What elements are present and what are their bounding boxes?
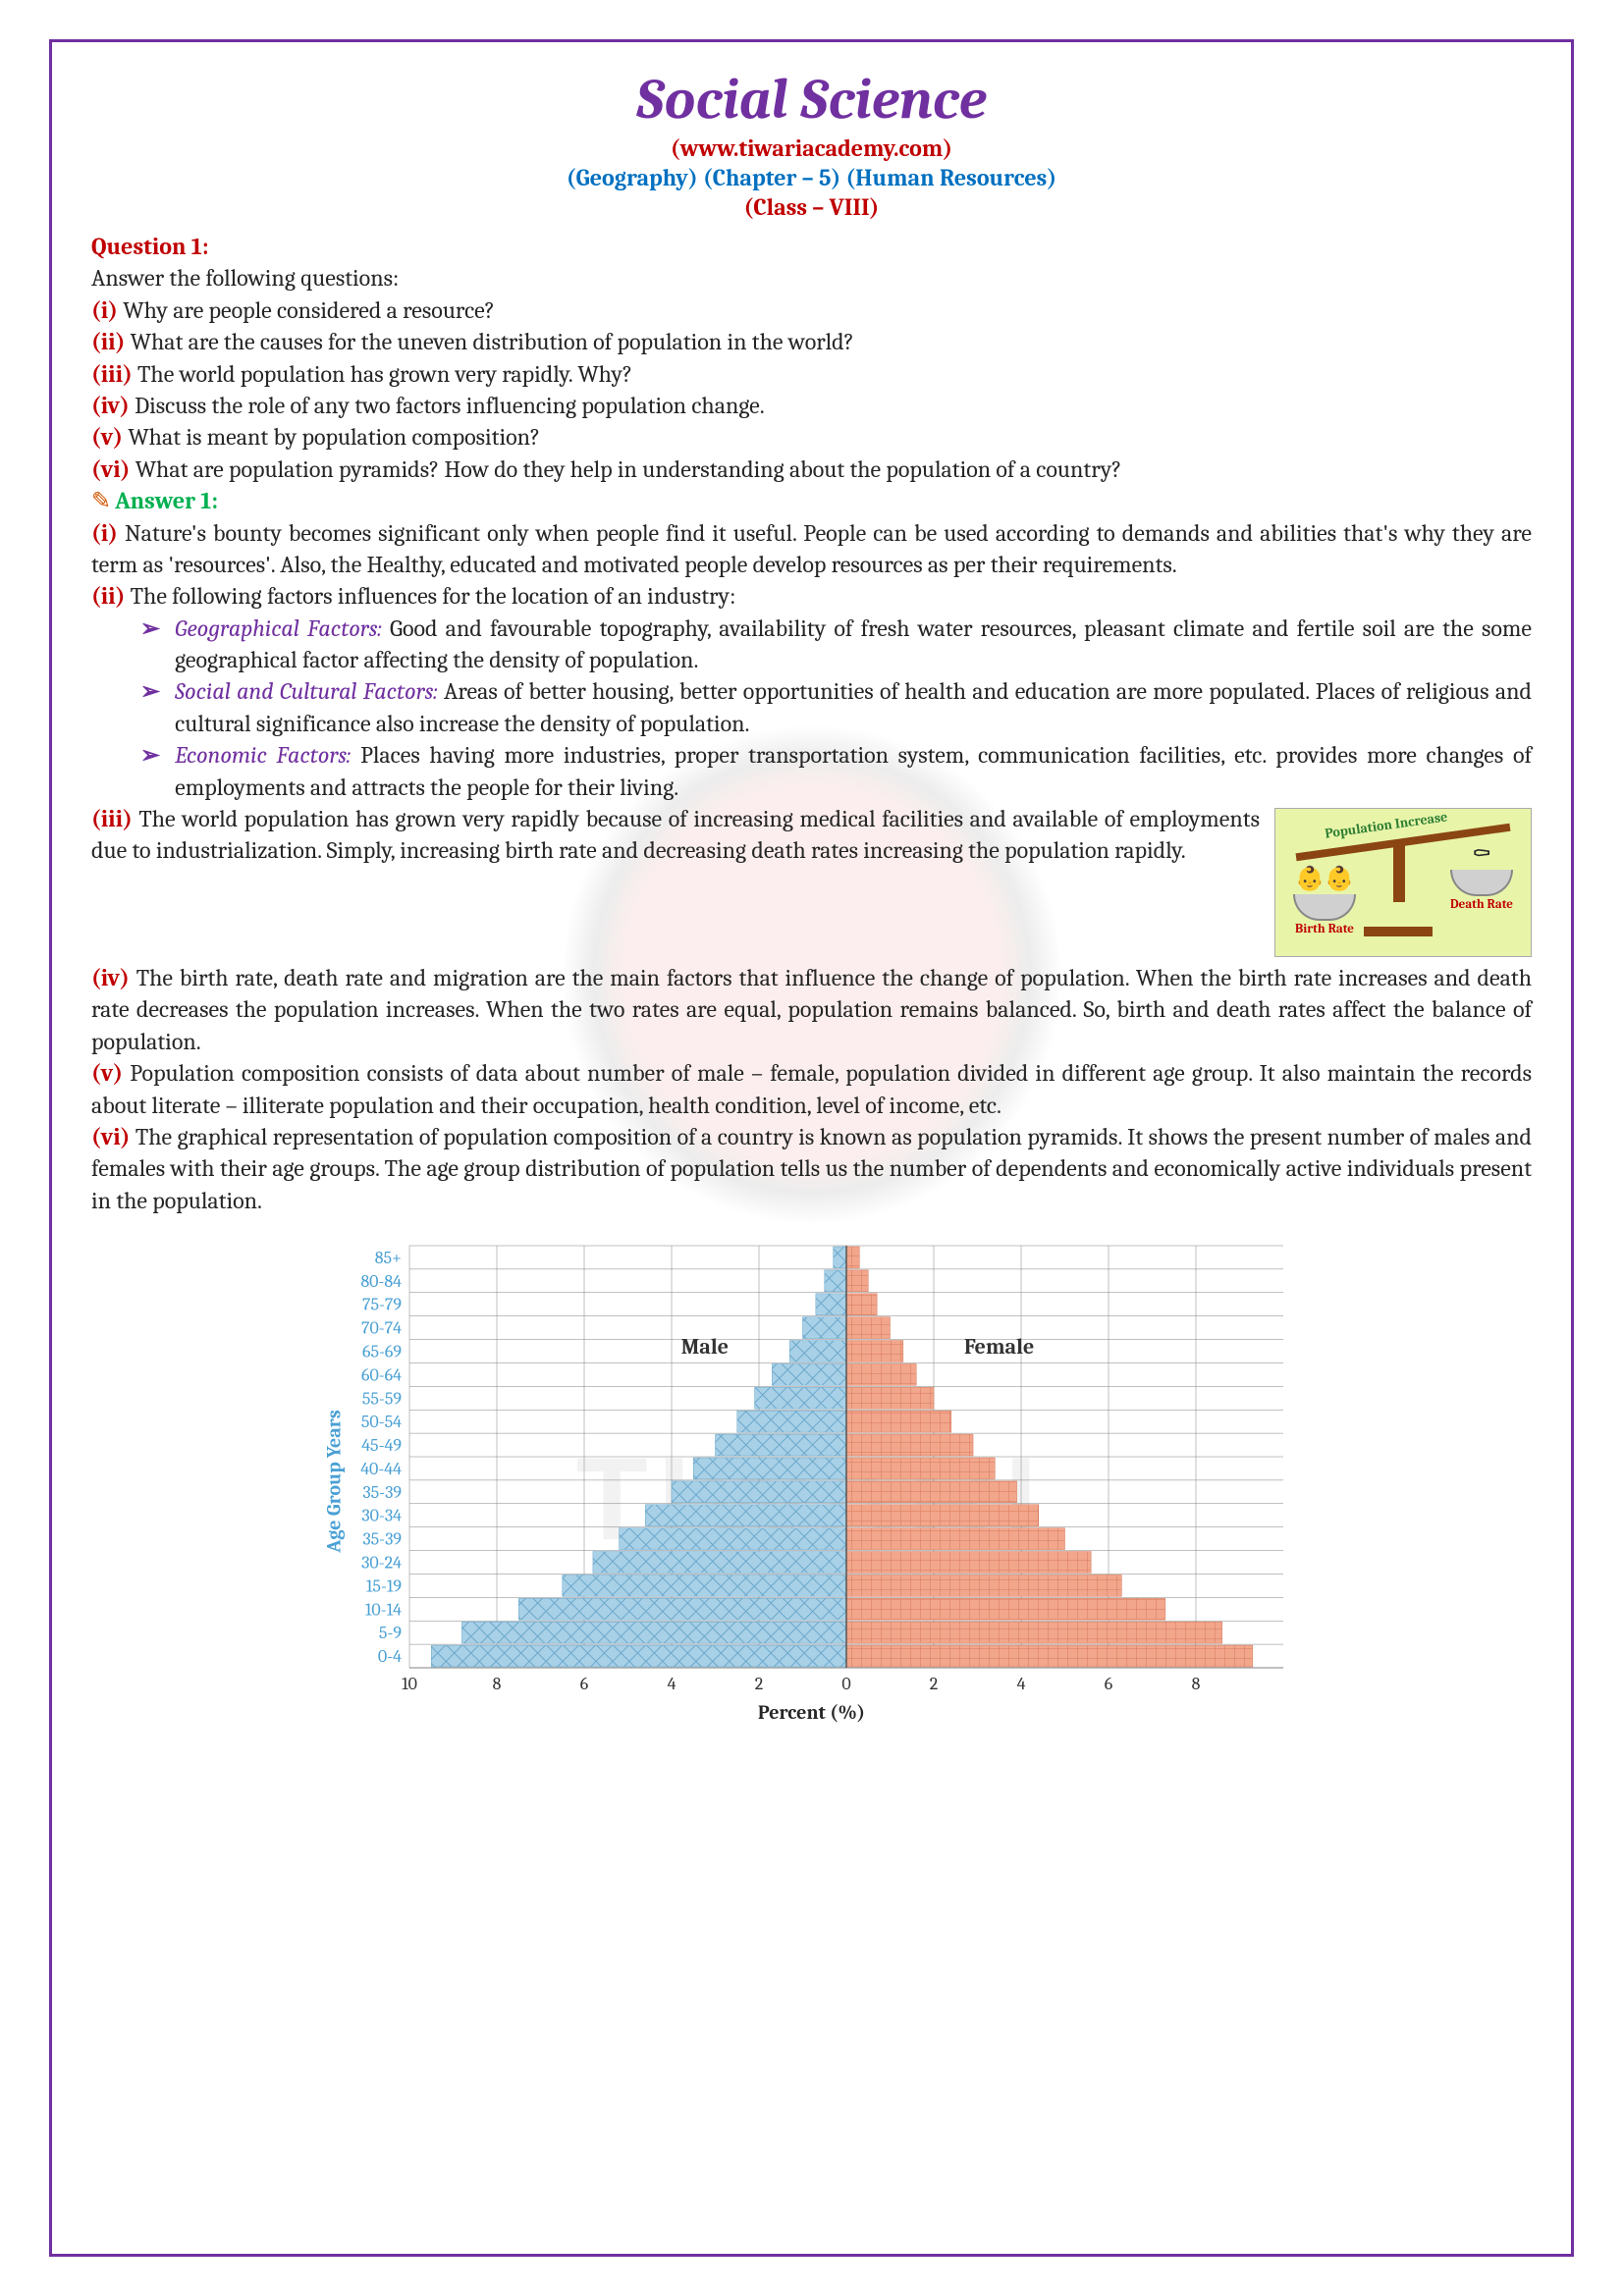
svg-text:60-64: 60-64 [360,1365,401,1386]
arrow-icon: ➢ [140,675,160,739]
question-head: Question 1: [91,231,1532,262]
arrow-icon: ➢ [140,739,160,803]
svg-text:6: 6 [1104,1674,1112,1694]
svg-text:2: 2 [754,1674,763,1694]
q-v: (v) What is meant by population composit… [91,421,1532,453]
svg-text:15-19: 15-19 [365,1576,402,1597]
q-iv: (iv) Discuss the role of any two factors… [91,390,1532,421]
bullet-geo: ➢ Geographical Factors: Good and favoura… [140,613,1532,676]
answer-head: ✎Answer 1: [91,485,1532,516]
balance-pivot [1393,843,1405,902]
svg-text:45-49: 45-49 [361,1435,402,1456]
svg-text:4: 4 [667,1674,676,1694]
pyramid-ylabel: Age Group Years [320,1410,347,1553]
question-intro: Answer the following questions: [91,262,1532,294]
svg-text:0: 0 [841,1674,850,1694]
svg-text:65-69: 65-69 [362,1342,402,1362]
balance-base [1364,927,1433,936]
svg-text:55-59: 55-59 [361,1388,402,1409]
svg-text:75-79: 75-79 [362,1295,402,1315]
svg-text:35-39: 35-39 [362,1529,402,1550]
ans-ii-intro: (ii) The following factors influences fo… [91,580,1532,612]
svg-text:40-44: 40-44 [360,1459,402,1479]
svg-text:5-9: 5-9 [378,1623,401,1643]
svg-text:8: 8 [492,1674,501,1694]
ans-i: (i) Nature's bounty becomes significant … [91,517,1532,581]
svg-text:2: 2 [929,1674,938,1694]
content-frame: TIWARI Social Science (www.tiwariacademy… [49,39,1574,2257]
bullet-econ: ➢ Economic Factors: Places having more i… [140,739,1532,803]
svg-text:80-84: 80-84 [360,1271,402,1292]
svg-text:8: 8 [1191,1674,1200,1694]
pyramid-svg: 1086420246885+80-8475-7970-7465-6960-645… [321,1236,1303,1697]
svg-text:30-24: 30-24 [361,1553,402,1574]
svg-text:10: 10 [402,1674,417,1694]
q-iii: (iii) The world population has grown ver… [91,358,1532,390]
chapter-line: (Geography) (Chapter – 5) (Human Resourc… [91,164,1532,191]
balance-diagram: Population Increase 👶👶Birth Rate ⚰Death … [1274,808,1532,957]
svg-text:Male: Male [680,1334,728,1360]
bullet-social: ➢ Social and Cultural Factors: Areas of … [140,675,1532,739]
svg-text:70-74: 70-74 [360,1318,401,1339]
pencil-icon: ✎ [91,487,111,514]
ans-vi: (vi) The graphical representation of pop… [91,1121,1532,1216]
svg-text:30-34: 30-34 [361,1506,402,1526]
svg-text:Female: Female [964,1334,1034,1360]
page-title: Social Science [91,67,1532,133]
svg-text:6: 6 [579,1674,588,1694]
svg-text:35-39: 35-39 [362,1482,402,1503]
population-pyramid-chart: Age Group Years 10 8 6 4 2 0 2 4 6 8 85+ 80-84 75-79… [272,1236,1352,1726]
svg-text:85+: 85+ [374,1248,401,1268]
ans-v: (v) Population composition consists of d… [91,1057,1532,1121]
q-ii: (ii) What are the causes for the uneven … [91,326,1532,357]
arrow-icon: ➢ [140,613,160,676]
content-body: Question 1: Answer the following questio… [91,231,1532,1726]
svg-text:0-4: 0-4 [377,1646,401,1667]
svg-text:50-54: 50-54 [360,1412,401,1432]
balance-left-pan: 👶👶Birth Rate [1290,863,1359,912]
page: TIWARI Social Science (www.tiwariacademy… [0,0,1623,2296]
class-line: (Class – VIII) [91,193,1532,221]
pyramid-xlabel: Percent (%) [272,1699,1352,1726]
q-vi: (vi) What are population pyramids? How d… [91,454,1532,485]
ans-iv: (iv) The birth rate, death rate and migr… [91,962,1532,1057]
balance-right-pan: ⚰Death Rate [1447,838,1516,887]
svg-text:4: 4 [1016,1674,1025,1694]
q-i: (i) Why are people considered a resource… [91,294,1532,326]
svg-text:10-14: 10-14 [364,1599,401,1620]
website-line: (www.tiwariacademy.com) [91,134,1532,162]
